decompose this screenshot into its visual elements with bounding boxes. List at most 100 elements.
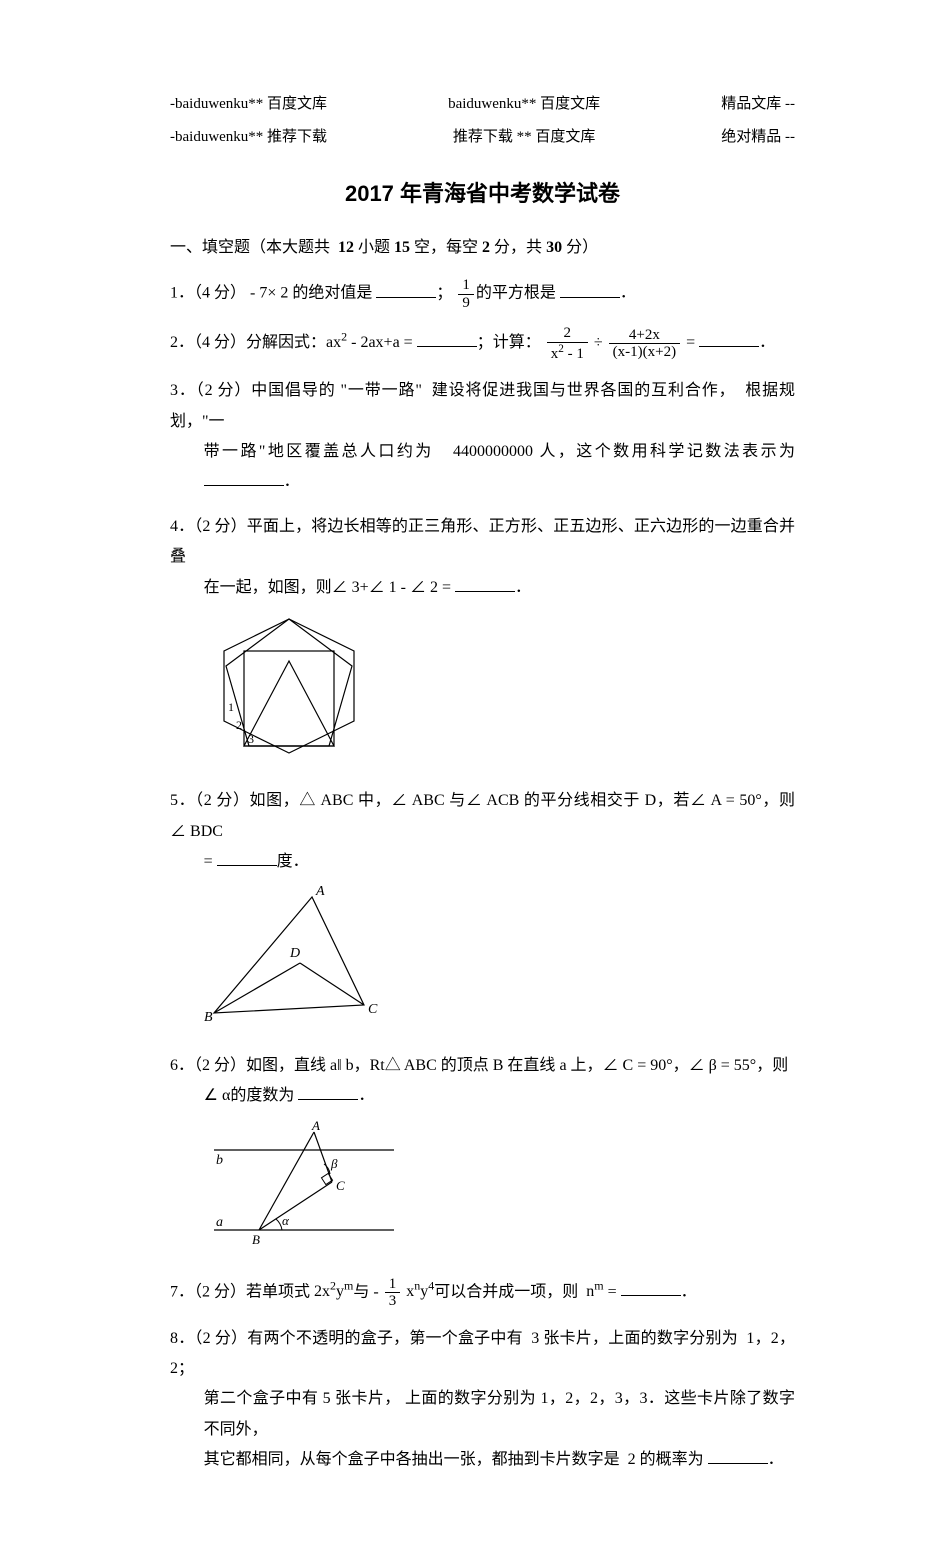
expr: nm [586, 1283, 603, 1300]
text: ． [358, 1087, 374, 1104]
text: ；计算： [477, 334, 541, 351]
label-line-a: a [216, 1215, 223, 1230]
text: a 上，∠ C = 90°，∠ [559, 1057, 704, 1074]
text: 度． [277, 853, 309, 870]
text: ． [768, 1451, 784, 1468]
seg-bc [259, 1182, 332, 1230]
sup: m [344, 1279, 353, 1293]
page-title: 2017 年青海省中考数学试卷 [170, 173, 795, 215]
question-3: 3．（2 分）中国倡导的 "一带一路" 建设将促进我国与世界各国的互利合作， 根… [170, 376, 795, 498]
label-b-pt: B [252, 1232, 260, 1247]
header-right: 绝对精品 -- [721, 123, 795, 152]
label-b: B [204, 1010, 213, 1025]
fill-blank [621, 1279, 681, 1296]
text: 上面的数字分别为 [405, 1390, 536, 1407]
text: ． [681, 1283, 697, 1300]
denominator: 3 [385, 1293, 401, 1310]
fraction: 2 x2 - 1 [547, 325, 588, 362]
text: = [604, 1283, 621, 1300]
pentagon [226, 619, 352, 746]
text: - 2ax+a = [347, 334, 417, 351]
question-7: 7．（2 分）若单项式 2x2ym与 - 13 xny4可以合并成一项，则 nm… [170, 1275, 795, 1310]
label-3: 3 [248, 732, 254, 746]
parallel-svg: b a A B C α β [204, 1120, 404, 1250]
text: BDC [190, 823, 223, 840]
text: 空，每空 [414, 239, 478, 256]
fill-blank [699, 330, 759, 347]
numerator: 4+2x [609, 327, 680, 345]
fill-blank [708, 1447, 768, 1464]
header-row-2: -baiduwenku** 推荐下载 推荐下载 ** 百度文库 绝对精品 -- [170, 123, 795, 152]
fraction: 13 [385, 1276, 401, 1310]
text: y [420, 1283, 428, 1300]
text: ． [515, 579, 531, 596]
text: - 7× 2 的绝对值是 [246, 285, 376, 302]
text: 与 [353, 1283, 369, 1300]
label-beta: β [330, 1156, 338, 1171]
text: 12 [338, 239, 354, 256]
text: 30 [546, 239, 562, 256]
triangle-abc [214, 897, 364, 1013]
q-label: 2．（4 分）分解因式： [170, 334, 326, 351]
q-line: 第二个盒子中有 5 张卡片， 上面的数字分别为 1，2，2，3，3．这些卡片除了… [170, 1384, 795, 1445]
text: 3 张卡片，上面的数字分别为 [531, 1330, 738, 1347]
text: 3+∠ 1 - ∠ 2 = [352, 579, 455, 596]
text: 其它都相同，从每个盒子中各抽出一张，都抽到卡片数字是 [204, 1451, 620, 1468]
text: - 1 [564, 346, 584, 362]
text: ． [284, 473, 300, 490]
text: ABC 中，∠ ABC 与∠ ACB 的平分线相交于 [316, 792, 640, 809]
label-alpha: α [282, 1213, 290, 1228]
denominator: x2 - 1 [547, 343, 588, 363]
text: B 在直线 [493, 1057, 556, 1074]
label-a-pt: A [311, 1120, 320, 1133]
expr: ax2 - 2ax+a = [326, 334, 417, 351]
label-c-pt: C [336, 1178, 345, 1193]
q-line: 其它都相同，从每个盒子中各抽出一张，都抽到卡片数字是 2 的概率为 ． [170, 1445, 795, 1475]
question-5: 5．（2 分）如图，△ ABC 中，∠ ABC 与∠ ACB 的平分线相交于 D… [170, 786, 795, 1037]
question-4: 4．（2 分）平面上，将边长相等的正三角形、正方形、正五边形、正六边形的一边重合… [170, 512, 795, 773]
text: 第二个盒子中有 [204, 1390, 319, 1407]
figure-polygons: 1 2 3 [170, 611, 795, 772]
q-line: ∠ α的度数为 ． [170, 1081, 795, 1111]
text: 人，这个数用科学记数法表示为 [539, 443, 795, 460]
q-label: 6．（2 分）如图，直线 [170, 1057, 326, 1074]
fraction: 4+2x (x-1)(x+2) [609, 327, 680, 361]
text: 2 的概率为 [628, 1451, 704, 1468]
text: 5 张卡片， [323, 1390, 401, 1407]
text: ； [436, 285, 452, 302]
figure-triangle-bdc: A B C D [170, 885, 795, 1036]
text: 小题 [358, 239, 390, 256]
q-label: 8．（2 分）有两个不透明的盒子，第一个盒子中有 [170, 1330, 523, 1347]
text: ． [759, 334, 775, 351]
q-line: 带一路"地区覆盖总人口约为 4400000000 人，这个数用科学记数法表示为 … [170, 437, 795, 498]
question-2: 2．（4 分）分解因式：ax2 - 2ax+a = ；计算： 2 x2 - 1 … [170, 325, 795, 362]
text: 2x [314, 1283, 330, 1300]
triangle [244, 661, 334, 746]
fill-blank [204, 469, 284, 486]
text: β = 55°，则 [709, 1057, 789, 1074]
fill-blank [376, 281, 436, 298]
text: 分，共 [494, 239, 542, 256]
q-label: 7．（2 分）若单项式 [170, 1283, 310, 1300]
header-mid: 推荐下载 ** 百度文库 [453, 123, 596, 152]
question-1: 1．（4 分） - 7× 2 的绝对值是 ； 19的平方根是 ． [170, 277, 795, 311]
q-label: 1．（4 分） [170, 285, 246, 302]
text: 的平方根是 [476, 285, 560, 302]
text: 建设将促进我国与世界各国的互利合作， [432, 382, 736, 399]
text: y [336, 1283, 344, 1300]
label-2: 2 [236, 718, 242, 732]
q-line: 在一起，如图，则∠ 3+∠ 1 - ∠ 2 = ． [170, 573, 795, 603]
question-6: 6．（2 分）如图，直线 a‖ b，Rt△ ABC 的顶点 B 在直线 a 上，… [170, 1051, 795, 1261]
text: ÷ [590, 334, 607, 351]
text: △ [299, 792, 316, 809]
header-left: -baiduwenku** 推荐下载 [170, 123, 327, 152]
text: 一、填空题（本大题共 [170, 239, 330, 256]
text: 带一路"地区覆盖总人口约为 [204, 443, 434, 460]
expr: 2x2ym [314, 1283, 353, 1300]
text: a‖ b，Rt△ ABC 的顶点 [330, 1057, 489, 1074]
fill-blank [455, 575, 515, 592]
text: 15 [394, 239, 410, 256]
header-right: 精品文库 -- [721, 90, 795, 119]
sup: m [594, 1279, 603, 1293]
figure-parallel-lines: b a A B C α β [170, 1120, 795, 1261]
